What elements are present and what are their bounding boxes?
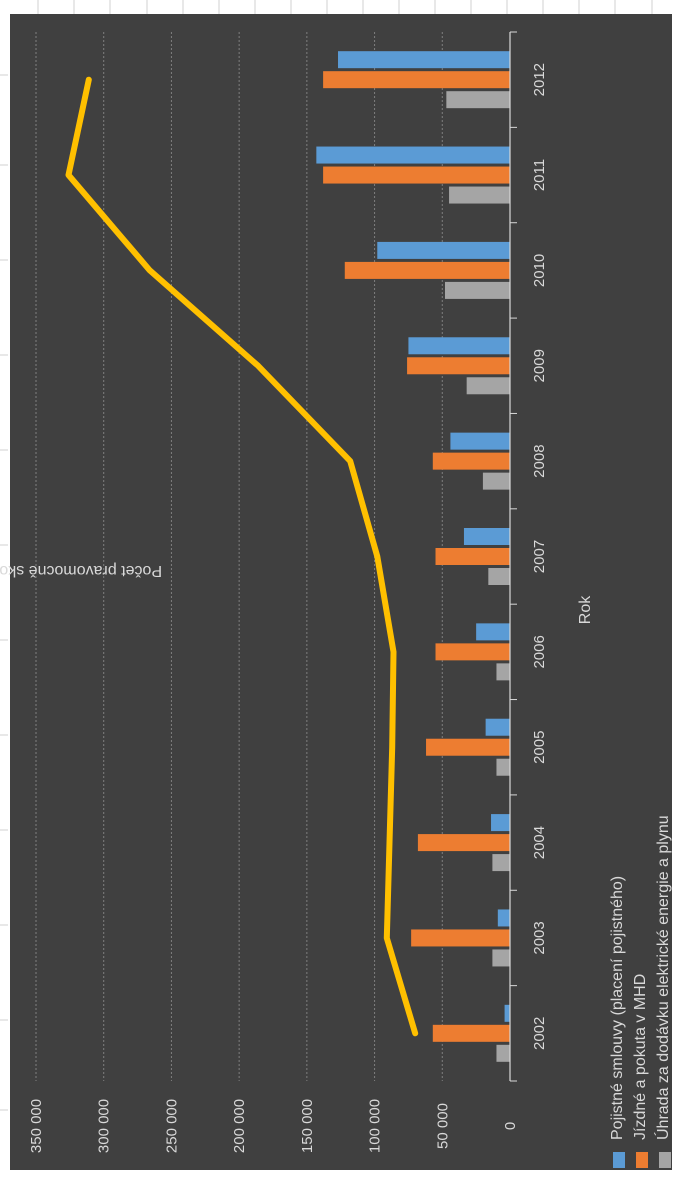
axes (509, 31, 517, 1082)
bar (492, 854, 510, 872)
legend-swatch (613, 1152, 625, 1168)
y-axis-title: Počet pravomocně skončených věcí (0, 562, 162, 579)
legend-swatch (636, 1152, 648, 1168)
x-tick-label: 2012 (531, 63, 548, 96)
bar (496, 758, 510, 776)
x-axis-title: Rok (577, 595, 594, 624)
bar (323, 166, 510, 184)
bar-marks (316, 51, 510, 1062)
bar (463, 528, 510, 545)
sheet-cell-lines (0, 0, 653, 1111)
bar (344, 261, 510, 279)
bar (338, 51, 510, 69)
bar (476, 623, 510, 641)
bar (504, 1004, 510, 1022)
bar (408, 337, 510, 355)
bar (407, 357, 510, 375)
bar (426, 738, 510, 756)
bar (323, 71, 510, 89)
x-tick-label: 2009 (531, 349, 548, 382)
legend-label: Úhrada za dodávku elektrické energie a p… (653, 815, 672, 1140)
bar (450, 432, 510, 450)
legend-label: Pojistné smlouvy (placení pojistného) (609, 876, 626, 1140)
bar (432, 452, 510, 470)
bar (492, 949, 510, 967)
y-tick-label: 50 000 (434, 1103, 451, 1149)
x-tick-label: 2010 (531, 254, 548, 287)
line-series (65, 76, 419, 1037)
bar (496, 1044, 510, 1062)
y-tick-label: 100 000 (367, 1099, 384, 1153)
bar (466, 377, 510, 395)
tick-labels: 0 50 000 100 000 150 000 200 000 250 000 300 0… (28, 63, 548, 1153)
legend: Pojistné smlouvy (placení pojistného) Jíz… (609, 815, 672, 1168)
chart-area (10, 14, 672, 1170)
y-tick-label: 350 000 (28, 1099, 45, 1153)
bar (444, 281, 510, 299)
bar (432, 1024, 510, 1042)
x-tick-label: 2011 (531, 159, 548, 191)
bar (488, 568, 510, 585)
x-tick-label: 2006 (531, 635, 548, 668)
legend-label: Jízdné a pokuta v MHD (632, 974, 649, 1140)
x-tick-label: 2007 (531, 540, 548, 573)
bar (435, 643, 510, 661)
bar (491, 814, 510, 832)
x-tick-label: 2008 (531, 444, 548, 477)
bar (411, 929, 510, 947)
y-tick-label: 150 000 (299, 1099, 316, 1153)
bar (377, 241, 510, 259)
y-tick-label: 200 000 (231, 1099, 248, 1153)
bar (496, 663, 510, 681)
bar (449, 186, 510, 204)
x-tick-label: 2002 (531, 1017, 548, 1050)
series-line (65, 76, 419, 1037)
bar (316, 146, 510, 164)
y-tick-label: 250 000 (163, 1099, 180, 1153)
x-tick-label: 2005 (531, 731, 548, 764)
bar (446, 91, 510, 109)
y-tick-label: 300 000 (96, 1099, 113, 1153)
bar (482, 472, 510, 490)
y-tick-label: 0 (502, 1122, 519, 1130)
x-tick-label: 2003 (531, 921, 548, 954)
bar (497, 909, 510, 927)
legend-swatch (659, 1152, 671, 1168)
bar (417, 834, 510, 852)
x-tick-label: 2004 (531, 826, 548, 859)
bar (435, 548, 510, 565)
bar (485, 718, 510, 736)
